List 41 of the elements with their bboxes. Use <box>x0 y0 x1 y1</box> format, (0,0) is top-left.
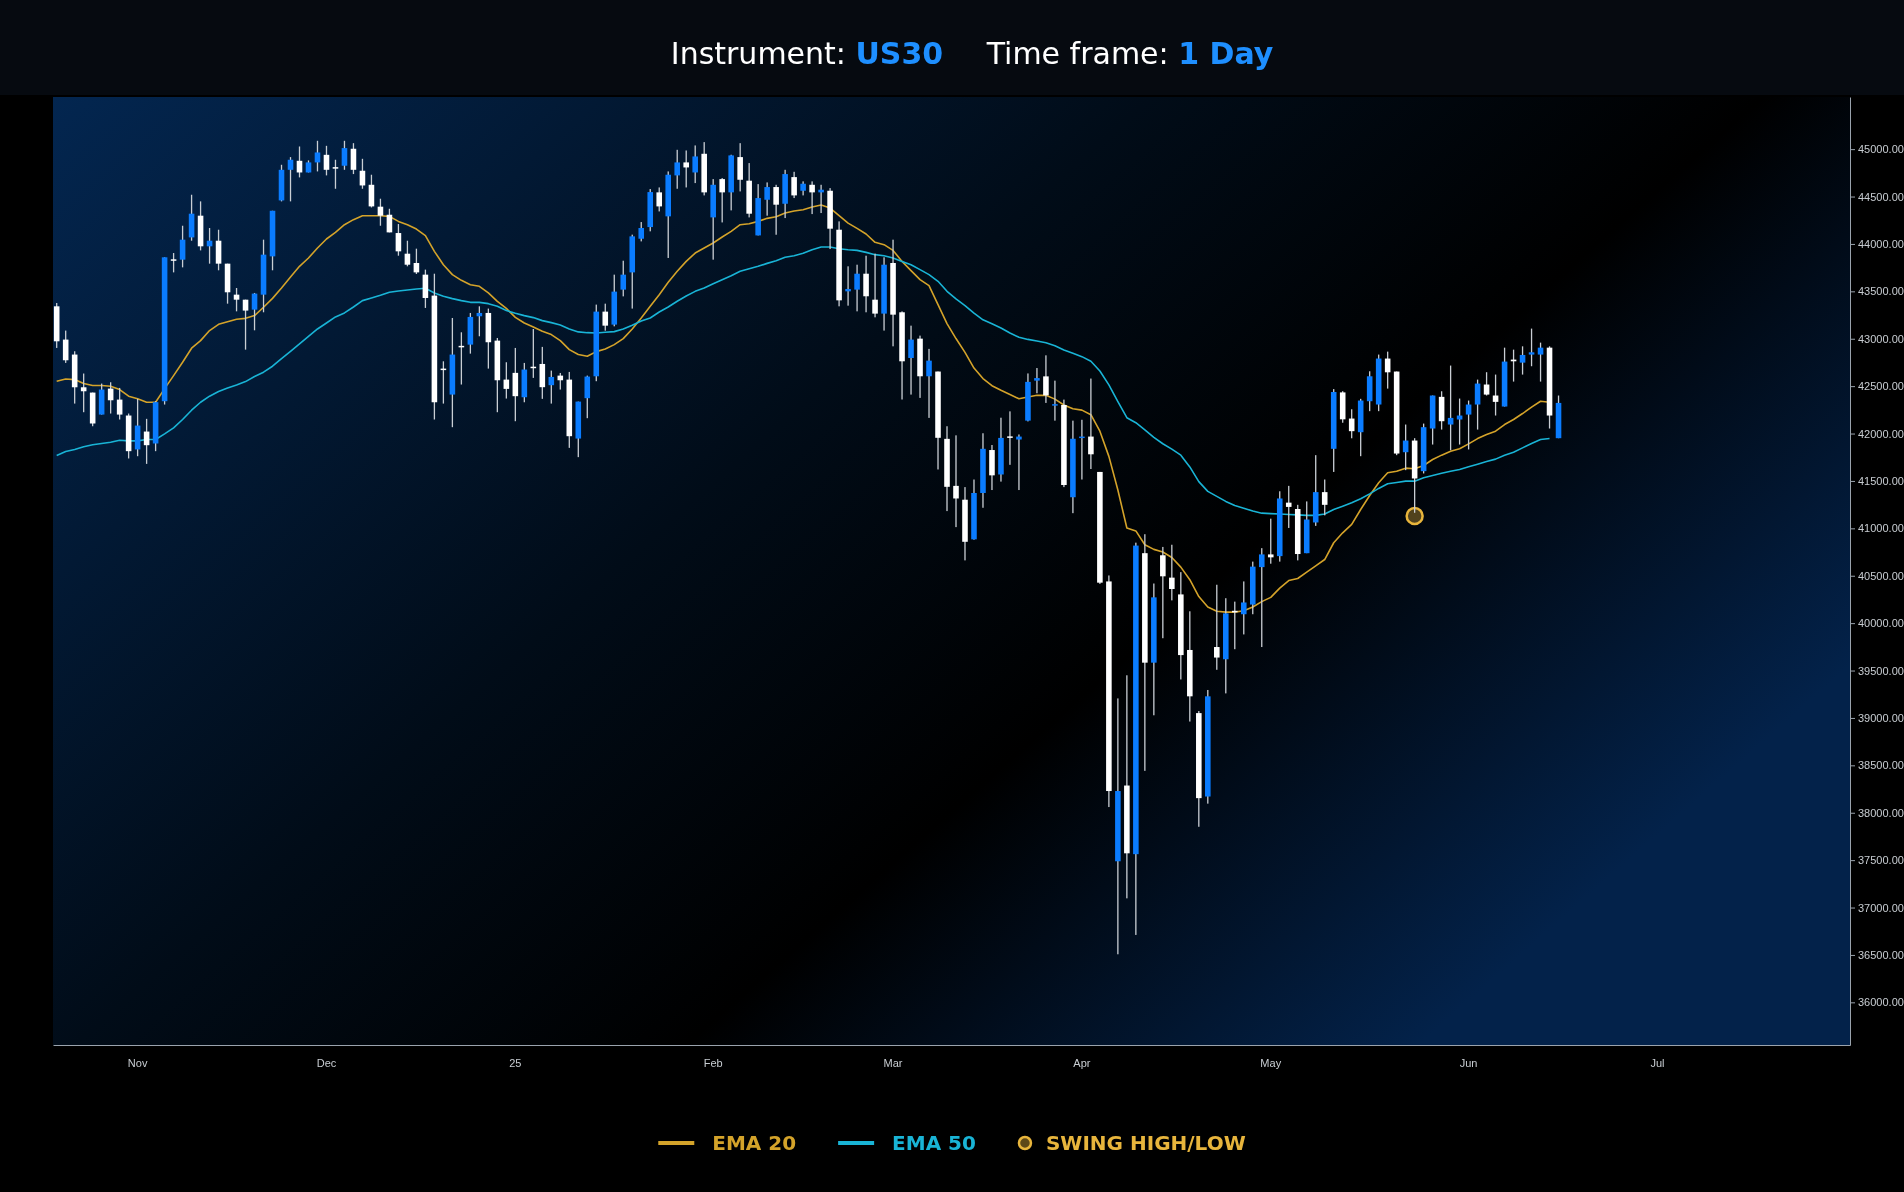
y-tick-label: 38500.00 <box>1858 759 1904 772</box>
x-tick-label: Jul <box>1650 1056 1665 1069</box>
x-tick-label: Jun <box>1459 1056 1478 1069</box>
y-tick-label: 37000.00 <box>1858 901 1904 914</box>
candlestick <box>863 255 869 313</box>
x-tick-label: 25 <box>509 1056 522 1069</box>
candlestick <box>764 182 770 216</box>
legend-label: EMA 50 <box>892 1131 976 1155</box>
legend-label: EMA 20 <box>712 1131 797 1155</box>
y-tick-label: 37500.00 <box>1858 854 1904 867</box>
x-tick-label: May <box>1260 1056 1282 1069</box>
y-tick-label: 39000.00 <box>1858 711 1904 724</box>
y-tick-label: 44000.00 <box>1858 237 1904 250</box>
y-tick-label: 40000.00 <box>1858 617 1904 630</box>
x-tick-label: Feb <box>703 1056 723 1069</box>
y-tick-label: 42500.00 <box>1858 380 1904 393</box>
line-series <box>55 246 1551 517</box>
chart-subtitle: Time frame: 1 Day <box>985 36 1274 71</box>
y-tick-label: 45000.00 <box>1858 143 1904 156</box>
y-tick-label: 38000.00 <box>1858 806 1904 819</box>
y-tick-label: 41500.00 <box>1858 474 1904 487</box>
x-tick-label: Dec <box>316 1056 337 1069</box>
candlestick <box>1034 368 1040 394</box>
candlestick <box>872 253 878 318</box>
x-tick-label: Apr <box>1073 1056 1091 1069</box>
x-tick-label: Mar <box>883 1056 903 1069</box>
candlestick <box>1016 434 1022 491</box>
y-tick-label: 43000.00 <box>1858 332 1904 345</box>
y-tick-label: 43500.00 <box>1858 285 1904 298</box>
candlestick <box>809 181 815 215</box>
y-tick-label: 41000.00 <box>1858 522 1904 535</box>
candlestick <box>773 184 779 235</box>
y-tick-label: 44500.00 <box>1858 190 1904 203</box>
y-tick-label: 40500.00 <box>1858 569 1904 582</box>
y-tick-label: 39500.00 <box>1858 664 1904 677</box>
legend-label: SWING HIGH/LOW <box>1045 1131 1246 1155</box>
chart-title: Instrument: US30 <box>670 36 944 71</box>
x-tick-label: Nov <box>127 1056 148 1069</box>
y-tick-label: 42000.00 <box>1858 427 1904 440</box>
y-tick-label: 36000.00 <box>1858 996 1904 1009</box>
y-tick-label: 36500.00 <box>1858 948 1904 961</box>
